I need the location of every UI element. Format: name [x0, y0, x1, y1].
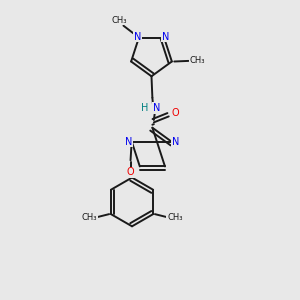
Text: CH₃: CH₃	[82, 213, 97, 222]
Text: N: N	[134, 32, 141, 42]
Text: CH₃: CH₃	[190, 56, 205, 65]
Text: O: O	[127, 167, 134, 177]
Text: N: N	[162, 32, 169, 42]
Text: N: N	[153, 103, 160, 113]
Text: CH₃: CH₃	[167, 213, 183, 222]
Text: CH₃: CH₃	[111, 16, 127, 25]
Text: O: O	[172, 108, 179, 118]
Text: H: H	[141, 103, 148, 113]
Text: N: N	[125, 136, 133, 147]
Text: N: N	[172, 136, 179, 147]
